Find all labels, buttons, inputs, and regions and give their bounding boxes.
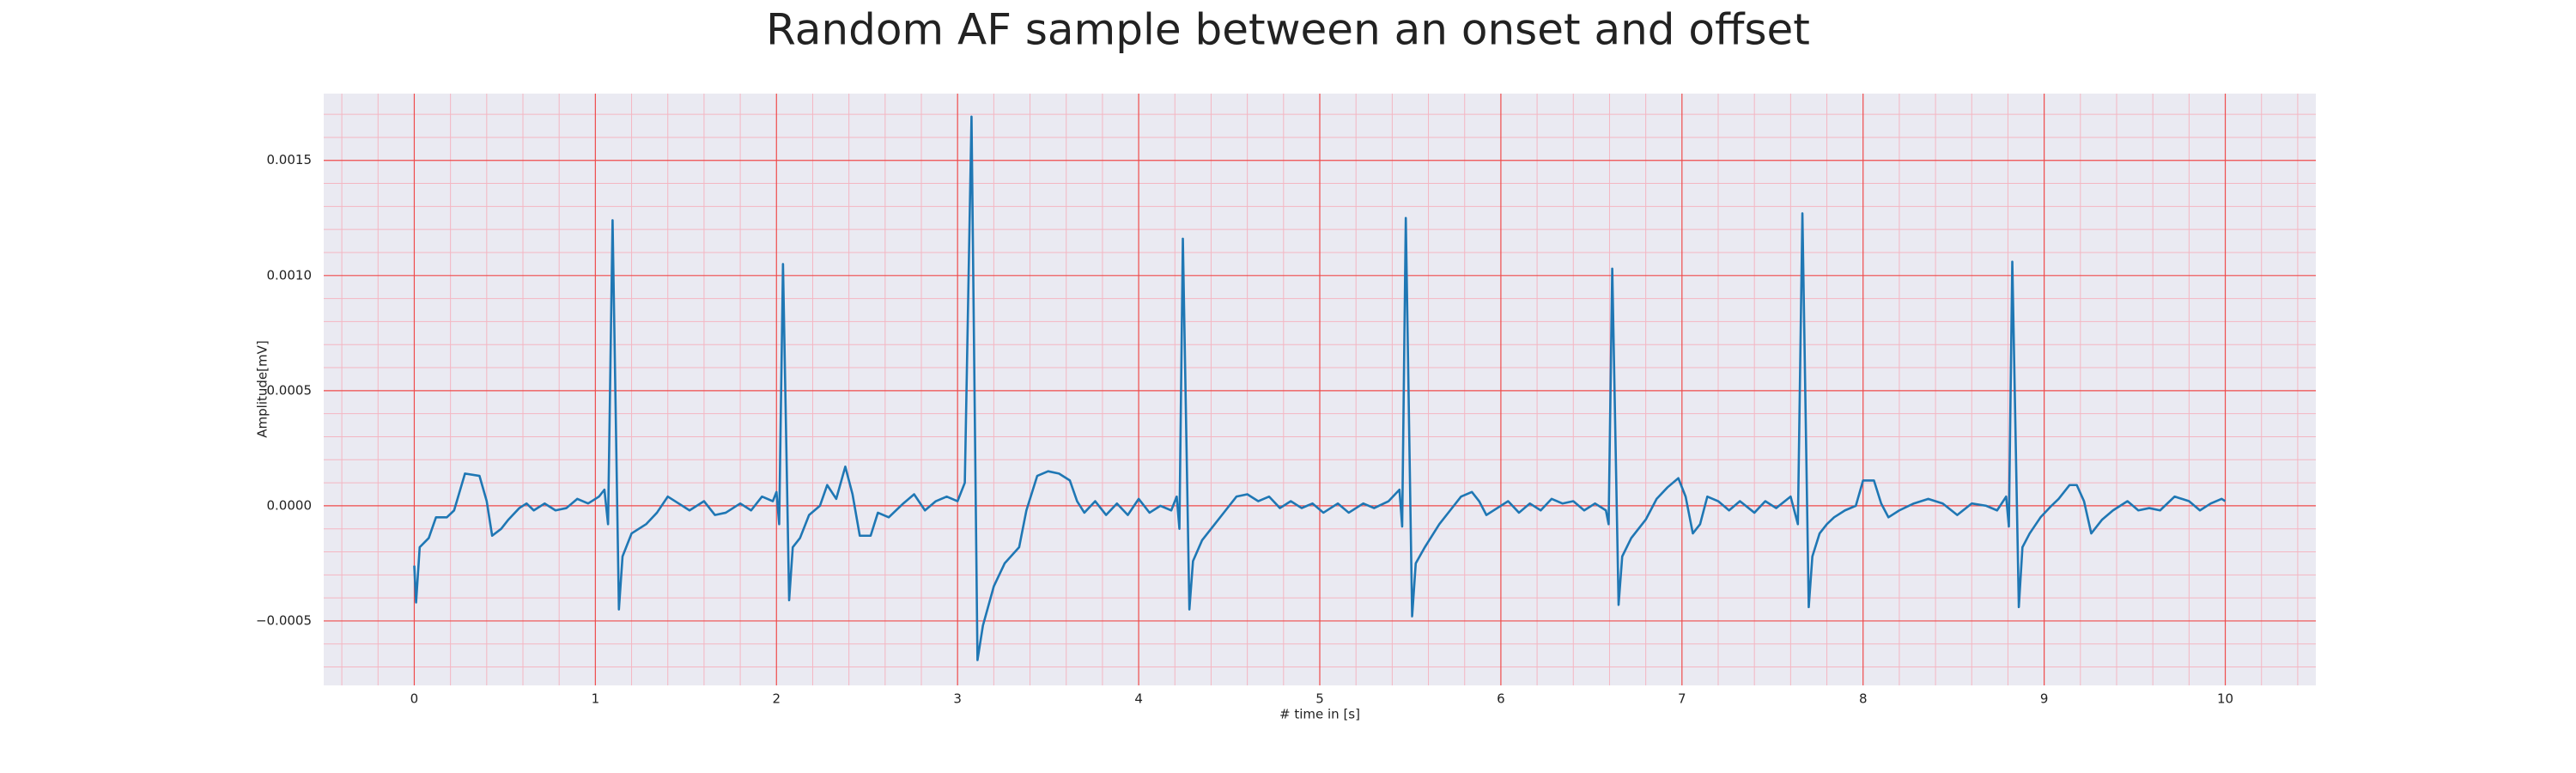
x-tick-label: 6 [1497, 691, 1505, 707]
x-tick-label: 7 [1678, 691, 1686, 707]
x-tick-label: 4 [1134, 691, 1143, 707]
x-tick-label: 9 [2040, 691, 2049, 707]
y-tick-label: 0.0010 [267, 267, 313, 283]
y-axis-label: Amplitude[mV] [255, 340, 270, 437]
x-tick-label: 1 [592, 691, 600, 707]
x-tick-label: 3 [953, 691, 962, 707]
chart-title: Random AF sample between an onset and of… [766, 5, 1810, 55]
series [413, 115, 2227, 661]
y-tick-label: 0.0000 [267, 497, 313, 513]
x-tick-label: 5 [1315, 691, 1324, 707]
grid [324, 94, 2316, 685]
x-tick-label: 10 [2217, 691, 2233, 707]
y-tick-label: −0.0005 [256, 612, 312, 628]
y-tick-label: 0.0015 [267, 152, 313, 167]
ticks: 0 1 2 3 4 5 6 7 8 9 10 −0.0005 0.0000 0.0005 0.0010 0.0… [256, 152, 2233, 706]
y-tick-label: 0.0005 [267, 382, 313, 398]
x-tick-label: 2 [772, 691, 781, 707]
x-tick-label: 0 [410, 691, 419, 707]
line [413, 115, 2227, 661]
x-tick-label: 8 [1859, 691, 1868, 707]
x-axis-label: # time in [s] [1279, 707, 1360, 722]
